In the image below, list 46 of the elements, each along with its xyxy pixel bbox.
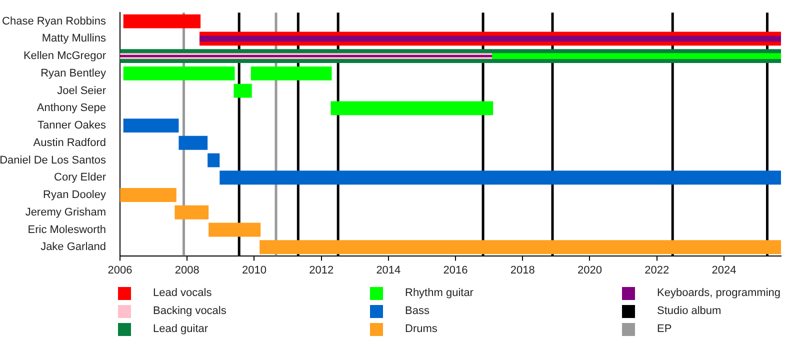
legend-label: Studio album — [657, 305, 722, 317]
x-tick-label: 2024 — [712, 264, 736, 276]
legend-label: Drums — [405, 323, 438, 335]
x-tick-label: 2020 — [578, 264, 602, 276]
bar — [260, 240, 781, 254]
y-tick-label: Ryan Dooley — [43, 189, 106, 202]
legend-label: EP — [657, 323, 672, 335]
bar — [120, 188, 176, 202]
y-tick-label: Jake Garland — [40, 241, 106, 254]
y-tick-label: Ryan Bentley — [40, 67, 106, 80]
bar — [123, 66, 235, 80]
y-tick-label: Cory Elder — [54, 172, 106, 184]
y-tick-label: Anthony Sepe — [36, 102, 106, 114]
legend-label: Rhythm guitar — [405, 287, 474, 299]
legend-label: Bass — [405, 305, 430, 317]
legend-label: Lead vocals — [153, 287, 212, 299]
bar — [208, 153, 220, 168]
x-tick-label: 2010 — [242, 264, 266, 276]
x-tick-label: 2008 — [174, 264, 200, 276]
legend-label: Keyboards, programming — [657, 287, 781, 299]
x-tick-label: 2014 — [376, 264, 401, 276]
x-tick-label: 2006 — [108, 264, 132, 276]
y-tick-label: Chase Ryan Robbins — [2, 15, 106, 28]
legend-label: Backing vocals — [153, 305, 226, 317]
bar — [123, 118, 179, 132]
y-tick-label: Eric Molesworth — [28, 224, 106, 236]
bar — [178, 136, 208, 150]
legend-label: Lead guitar — [153, 323, 208, 335]
y-tick-label: Tanner Oakes — [38, 120, 106, 132]
y-tick-label: Joel Seier — [57, 84, 106, 97]
y-tick-label: Matty Mullins — [42, 32, 106, 45]
x-tick-label: 2012 — [309, 264, 334, 276]
bar — [174, 205, 209, 220]
y-tick-label: Austin Radford — [33, 136, 106, 149]
bar — [208, 222, 261, 237]
bar — [250, 66, 332, 80]
bar — [234, 84, 252, 98]
bar — [123, 14, 201, 28]
y-tick-label: Jeremy Grisham — [25, 206, 106, 218]
y-tick-label: Kellen McGregor — [23, 50, 106, 62]
bar — [330, 101, 494, 116]
y-tick-label: Daniel De Los Santos — [0, 154, 106, 166]
bar — [220, 170, 781, 185]
x-tick-label: 2018 — [510, 264, 535, 276]
x-tick-label: 2016 — [443, 264, 468, 276]
x-tick-label: 2022 — [644, 264, 670, 276]
